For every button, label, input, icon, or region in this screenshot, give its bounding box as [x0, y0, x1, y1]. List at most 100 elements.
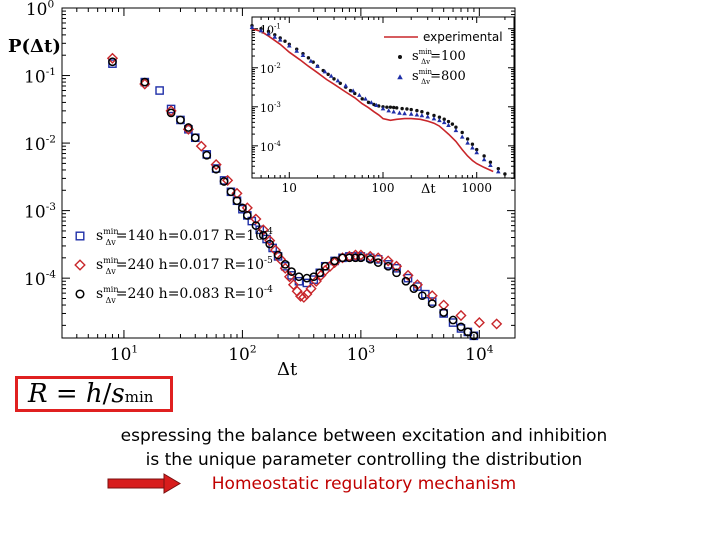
inset-point	[311, 60, 315, 64]
inset-point	[454, 125, 458, 129]
main-point	[250, 213, 262, 225]
legend-label: smin Δv=140 h=0.017 R=10-4	[96, 227, 273, 247]
main-point	[330, 256, 339, 266]
legend-marker-square	[75, 231, 85, 241]
main-point	[294, 272, 304, 282]
inset-point	[394, 106, 399, 110]
main-x-tick-label-exponent: 2	[250, 343, 257, 355]
main-x-tick-label: 104	[465, 343, 494, 365]
inset-point	[357, 92, 362, 97]
inset-point	[437, 115, 442, 119]
main-y-tick-label: 10-4	[24, 269, 56, 291]
inset-point	[258, 28, 264, 33]
inset-point	[465, 140, 470, 145]
main-point	[427, 299, 437, 308]
legend-sub: Δv	[105, 238, 116, 247]
inset-legend-label: experimental	[423, 30, 503, 44]
main-point	[439, 308, 449, 317]
formula-slash: /	[102, 379, 112, 409]
inset-point	[474, 150, 480, 155]
inset-point	[385, 105, 389, 109]
main-point	[402, 269, 414, 281]
main-point	[238, 203, 247, 213]
inset-point	[338, 81, 342, 86]
main-point	[211, 164, 221, 174]
inset-point	[249, 24, 255, 29]
inset-point	[306, 56, 311, 60]
main-point	[356, 253, 366, 263]
main-y-axis-label: P(Δt)	[8, 36, 61, 57]
main-y-tick-label-base: 10	[24, 135, 46, 155]
formula-lhs: R	[28, 379, 48, 409]
inset-point	[488, 160, 493, 164]
inset-point	[425, 114, 431, 119]
main-x-tick-label: 101	[110, 343, 138, 365]
inset-y-tick-base: 10	[260, 102, 274, 115]
inset-legend-text: =100	[430, 49, 466, 64]
inset-series-triangle	[249, 24, 501, 174]
main-y-tick-label: 10-1	[24, 66, 56, 88]
inset-point	[363, 96, 368, 101]
inset-point	[496, 166, 501, 171]
inset-point	[408, 111, 414, 116]
main-point	[351, 253, 360, 263]
main-point	[390, 260, 403, 272]
main-data-marks	[106, 52, 503, 341]
inset-y-tick-base: 10	[260, 141, 274, 154]
main-point	[473, 316, 485, 329]
main-point	[372, 252, 384, 264]
main-point	[226, 187, 236, 197]
inset-point	[300, 52, 306, 58]
main-point	[463, 327, 473, 337]
text-line-1: espressing the balance between excitatio…	[120, 426, 608, 446]
main-point	[222, 174, 234, 187]
legend-s: s	[96, 257, 103, 273]
inset-point	[496, 169, 501, 174]
inset-point	[432, 113, 436, 118]
inset-x-tick-label: 100	[372, 181, 395, 195]
main-point	[202, 150, 212, 160]
inset-y-tick-exponent: -4	[274, 140, 281, 148]
main-y-tick-label-base: 10	[24, 68, 46, 88]
main-point	[456, 322, 466, 332]
inset-y-tick-exponent: -1	[274, 23, 281, 31]
main-point	[287, 267, 296, 276]
inset-point	[431, 116, 437, 121]
inset-legend-s: s	[412, 49, 419, 64]
inset-point	[459, 134, 465, 139]
main-x-tick-label: 103	[347, 343, 375, 365]
main-y-tick-label-exponent: -1	[46, 66, 56, 78]
inset-point	[386, 108, 391, 113]
arrow-icon	[107, 473, 181, 494]
arrow-head	[163, 473, 181, 494]
main-x-tick-label-base: 10	[347, 345, 369, 365]
legend-exp: -4	[264, 227, 273, 237]
main-point	[392, 263, 401, 273]
inset-point	[400, 106, 404, 111]
inset-point	[266, 31, 271, 36]
main-point	[210, 159, 222, 171]
main-point	[448, 318, 458, 327]
inset-point	[328, 73, 334, 78]
main-point	[258, 231, 268, 240]
inset-point	[437, 118, 442, 123]
inset-point	[391, 109, 396, 114]
main-point	[320, 261, 330, 271]
inset-point	[446, 119, 451, 124]
main-y-tick-label: 10-3	[24, 201, 56, 223]
inset-point	[426, 111, 430, 116]
main-x-tick-label-base: 10	[228, 345, 250, 365]
inset-point	[332, 77, 336, 81]
formula-denominator: s	[111, 379, 125, 409]
inset-line-experimental	[251, 27, 494, 173]
inset-point	[470, 142, 475, 146]
main-point	[140, 77, 150, 87]
inset-point	[450, 122, 455, 126]
main-x-tick-label-exponent: 1	[131, 343, 138, 355]
main-point	[305, 283, 317, 295]
inset-data-marks	[249, 23, 507, 176]
main-point	[232, 196, 242, 206]
main-point	[448, 315, 458, 325]
